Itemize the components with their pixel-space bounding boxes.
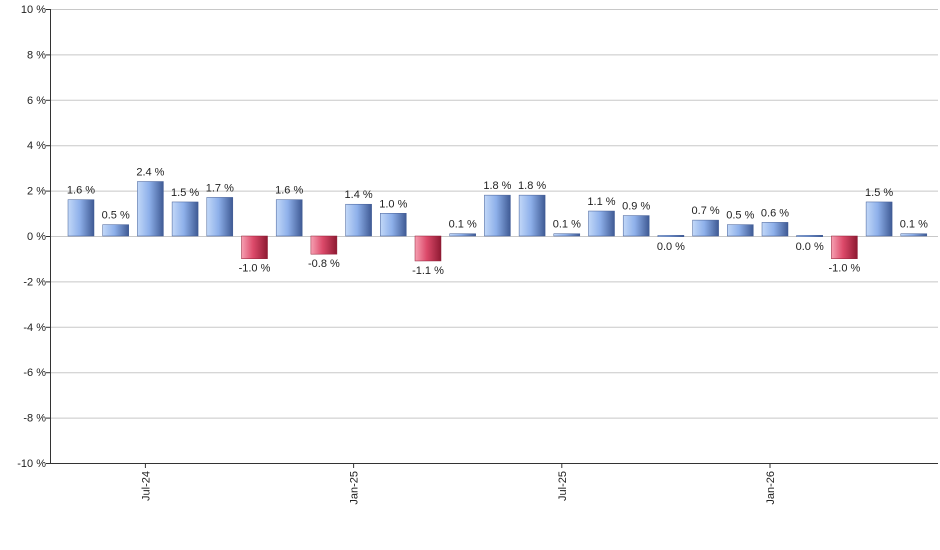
bar-value-label: 2.4 % [136,167,164,179]
bar-value-label: 0.5 % [102,210,130,222]
bar [102,224,129,237]
bar [380,213,407,237]
bar-value-label: 0.1 % [553,219,581,231]
bar [484,194,511,237]
bar-value-label: 1.8 % [483,180,511,192]
y-tick-label: -2 % [23,276,46,288]
bar-value-label: 1.1 % [587,196,615,208]
bar-value-label: 1.8 % [518,180,546,192]
bar [449,233,476,237]
bar [553,233,581,237]
bar [206,197,234,237]
x-axis-tick-labels: Jul-24 Jan-25 Jul-25 Jan-26 [140,463,777,505]
bar-value-label: 0.6 % [761,207,789,219]
bar [796,235,823,237]
y-tick-label: -6 % [23,367,46,379]
y-tick-label: 2 % [27,186,46,198]
bar-value-label: 0.1 % [900,219,928,231]
x-tick-label: Jul-25 [557,471,569,501]
bar-value-label: -1.0 % [829,263,861,275]
bar [414,235,442,262]
y-tick-label: -4 % [23,322,46,334]
axes [50,9,938,464]
bar-value-label: 0.0 % [796,241,824,253]
y-tick-label: 10 % [21,4,46,16]
bar-value-label: 1.6 % [67,185,95,197]
bar-value-label: 1.5 % [171,187,199,199]
bar-value-label: 1.7 % [206,182,234,194]
bars [67,181,928,262]
bar [622,215,650,237]
bar [657,235,685,237]
bar-value-label: 0.5 % [726,210,754,222]
bar-value-label: 0.0 % [657,241,685,253]
bar [275,199,303,237]
bar [345,203,372,237]
bar [761,222,789,237]
bar-value-label: 1.0 % [379,198,407,210]
bar [171,201,199,237]
bar [692,219,719,237]
x-tick-label: Jul-24 [140,471,152,501]
y-tick-label: -10 % [17,458,46,470]
bar [588,210,615,237]
bar-value-label: 0.9 % [622,201,650,213]
bar [310,235,338,255]
bar [865,201,893,237]
bar-value-label: 0.7 % [692,205,720,217]
bar [241,235,268,259]
x-tick-label: Jan-25 [349,471,361,505]
bar-value-label: 1.5 % [865,187,893,199]
y-tick-label: -8 % [23,413,46,425]
y-tick-label: 4 % [27,140,46,152]
bar-value-label: 0.1 % [449,219,477,231]
bar [518,194,546,237]
bar-value-label: -0.8 % [308,258,340,270]
bar-value-label: 1.4 % [345,189,373,201]
bar-value-label: -1.1 % [412,265,444,277]
bar [900,233,928,237]
bar [831,235,858,259]
y-tick-label: 8 % [27,49,46,61]
bar-value-label: -1.0 % [239,263,271,275]
y-axis-tick-labels: 10 % 8 % 6 % 4 % 2 % 0 % -2 % -4 % -6 % -8 % -10 % [17,4,46,470]
x-tick-label: Jan-26 [765,471,777,505]
bar [137,181,164,237]
bar [727,224,754,237]
y-tick-label: 0 % [27,231,46,243]
bar-value-labels: 1.6 % 0.5 % 2.4 % 1.5 % 1.7 % -1.0 % 1.6 % -0.8… [67,167,928,277]
y-tick-label: 6 % [27,95,46,107]
bar-value-label: 1.6 % [275,185,303,197]
bar [67,199,95,237]
